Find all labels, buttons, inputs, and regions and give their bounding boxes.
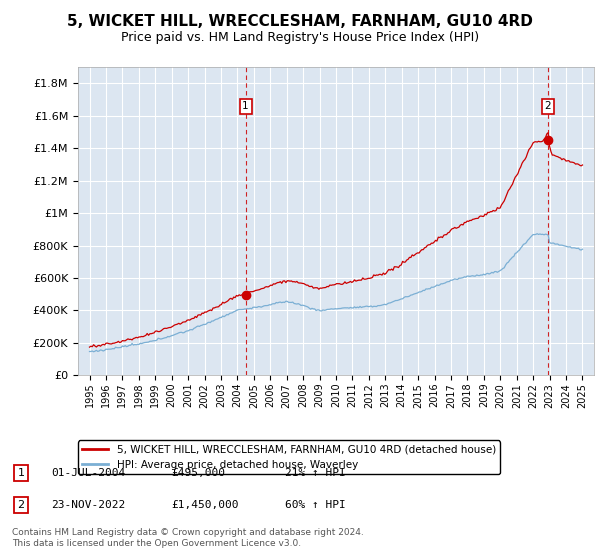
- Text: 21% ↑ HPI: 21% ↑ HPI: [285, 468, 346, 478]
- Text: £495,000: £495,000: [171, 468, 225, 478]
- Text: £1,450,000: £1,450,000: [171, 500, 238, 510]
- Text: 1: 1: [242, 101, 249, 111]
- Text: 5, WICKET HILL, WRECCLESHAM, FARNHAM, GU10 4RD: 5, WICKET HILL, WRECCLESHAM, FARNHAM, GU…: [67, 14, 533, 29]
- Text: 23-NOV-2022: 23-NOV-2022: [51, 500, 125, 510]
- Legend: 5, WICKET HILL, WRECCLESHAM, FARNHAM, GU10 4RD (detached house), HPI: Average pr: 5, WICKET HILL, WRECCLESHAM, FARNHAM, GU…: [78, 441, 500, 474]
- Text: 2: 2: [17, 500, 25, 510]
- Text: 60% ↑ HPI: 60% ↑ HPI: [285, 500, 346, 510]
- Text: 1: 1: [17, 468, 25, 478]
- Text: 2: 2: [545, 101, 551, 111]
- Text: Contains HM Land Registry data © Crown copyright and database right 2024.
This d: Contains HM Land Registry data © Crown c…: [12, 528, 364, 548]
- Text: 01-JUL-2004: 01-JUL-2004: [51, 468, 125, 478]
- Text: Price paid vs. HM Land Registry's House Price Index (HPI): Price paid vs. HM Land Registry's House …: [121, 31, 479, 44]
